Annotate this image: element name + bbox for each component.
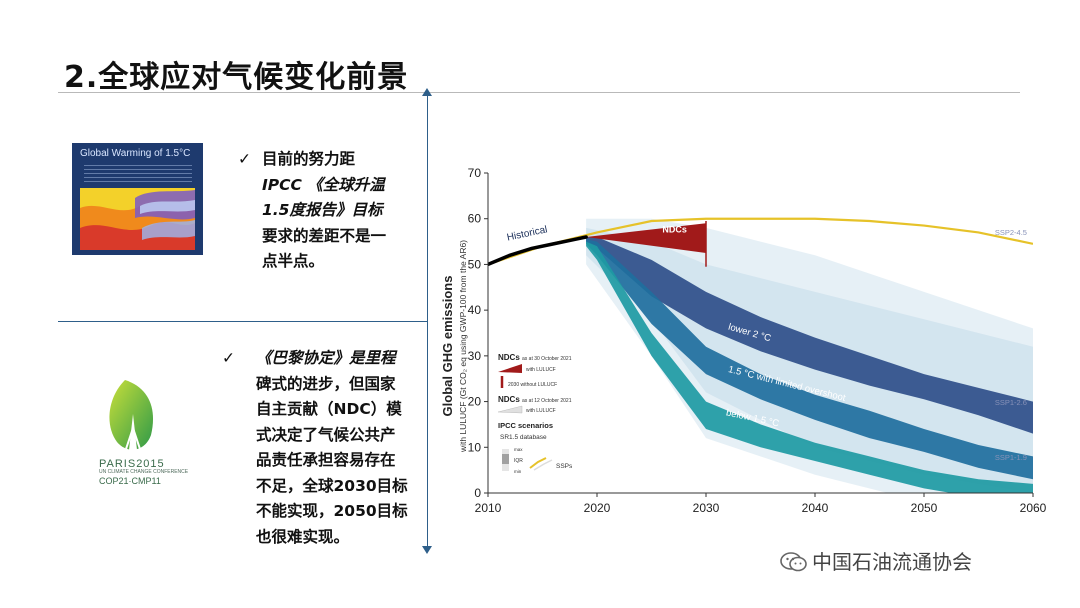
bullet-1-line-4: 要求的差距不是一 (262, 226, 387, 245)
paris-logo-subtitle: UN CLIMATE CHANGE CONFERENCE (99, 469, 189, 475)
bullet-2-line-6: 不足，全球2030目标 (256, 476, 408, 495)
bullet-1-line-2: IPCC 《全球升温 (262, 175, 385, 194)
bullet-2-line-3: 自主贡献（NDC）模 (256, 400, 402, 418)
legend-ipcc-sub: SR1.5 database (500, 434, 547, 441)
wechat-icon (780, 552, 807, 572)
ssp-label-ssp1-1-9: SSP1-1.9 (995, 453, 1027, 462)
pathway-band-1-5c-limited-overshoot (586, 239, 1033, 480)
pathway-band-below-1-5c (586, 241, 1033, 493)
y-tick-label: 20 (468, 395, 482, 409)
legend-ndc-date-2: as at 12 October 2021 (522, 398, 572, 404)
legend-with-lulucf-2: with LULUCF (526, 408, 556, 414)
legend-ssps-label: SSPs (556, 463, 573, 470)
bullet-1-line-1: 目前的努力距 (262, 150, 356, 168)
legend-ndc-date-1: as at 30 October 2021 (522, 356, 572, 362)
legend-min-label: min (514, 469, 522, 474)
legend-ndc-wedge-2-icon (497, 405, 523, 414)
legend-ipcc-header: IPCC scenarios (498, 421, 553, 430)
ipcc-report-cover: Global Warming of 1.5°C (72, 143, 203, 255)
legend-ndc-header-2: NDCs (498, 395, 520, 404)
x-tick-label: 2030 (693, 501, 720, 515)
divider-arrow-bottom (422, 546, 432, 554)
paris-logo-cop: COP21·CMP11 (99, 476, 161, 486)
y-axis-label: Global GHG emissions (440, 276, 455, 417)
y-tick-label: 40 (468, 303, 482, 317)
y-axis-sublabel: with LULUCF (Gt CO₂ eq using GWP-100 fro… (458, 240, 468, 453)
legend-ndc-header-1: NDCs (498, 353, 520, 362)
x-tick-label: 2020 (584, 501, 611, 515)
legend-range-icon (502, 449, 509, 471)
y-tick-label: 10 (468, 440, 482, 454)
y-tick-label: 50 (468, 257, 482, 271)
legend-without-lulucf: 2030 without LULUCF (508, 382, 557, 388)
divider-arrow-top (422, 88, 432, 96)
paris-2015-logo: PARIS2015 UN CLIMATE CHANGE CONFERENCE C… (95, 380, 205, 490)
y-tick-label: 70 (468, 166, 482, 180)
y-tick-label: 0 (474, 486, 481, 500)
pathway-band-lower-2c (586, 237, 1033, 434)
x-tick-label: 2010 (475, 501, 502, 515)
paris-logo-name: PARIS2015 (99, 458, 165, 470)
y-tick-label: 60 (468, 212, 482, 226)
x-tick-label: 2040 (802, 501, 829, 515)
bullet-2-line-1-text: 《巴黎协定》是里程 (256, 349, 396, 367)
horizontal-divider (58, 321, 427, 322)
legend-ssp-line-icon (529, 457, 547, 469)
bullet-2-line-8: 也很难实现。 (256, 527, 350, 546)
bullet-1-line-3: 1.5度报告》目标 (262, 201, 383, 219)
watermark-text: 中国石油流通协会 (812, 550, 972, 574)
bullet-2-line-5: 品责任承担容易存在 (256, 451, 396, 469)
bullet-2-line-1: 《巴黎协定》是里程 (256, 346, 446, 372)
chart-legend: NDCs as at 30 October 2021 with LULUCF 2… (494, 346, 588, 486)
report-cover-artwork (80, 188, 195, 250)
bullet-2-line-7: 不能实现，2050目标 (256, 502, 408, 520)
x-tick-label: 2050 (911, 501, 938, 515)
vertical-divider (427, 92, 428, 550)
x-tick-label: 2060 (1020, 501, 1047, 515)
ssp-label-ssp2-4-5: SSP2-4.5 (995, 228, 1027, 237)
slide-title: 2.全球应对气候变化前景 (64, 60, 409, 95)
report-cover-text-lines (84, 165, 192, 185)
bullet-2-line-2: 碑式的进步，但国家 (256, 374, 396, 393)
watermark: 中国石油流通协会 (780, 546, 972, 575)
historical-line (488, 235, 588, 267)
y-tick-label: 30 (468, 349, 482, 363)
legend-ssp-shade-icon (533, 459, 553, 471)
title-divider (58, 92, 1020, 93)
legend-max-label: max (514, 447, 523, 452)
leaf-eiffel-icon (109, 380, 154, 453)
report-cover-title: Global Warming of 1.5°C (80, 148, 191, 159)
ndc-label: NDCs (662, 224, 687, 234)
historical-label: Historical (506, 224, 549, 243)
legend-ndc-wedge-icon (498, 364, 522, 373)
ndc-wedge (586, 223, 706, 253)
bullet-2-line-4: 式决定了气候公共产 (256, 425, 396, 444)
legend-iqr-label: IQR (514, 458, 523, 464)
checkmark-icon: ✓ (222, 349, 235, 367)
legend-with-lulucf-1: with LULUCF (526, 367, 556, 373)
ssp-label-ssp1-2-6: SSP1-2.6 (995, 398, 1027, 407)
bullet-1-line-5: 点半点。 (262, 252, 325, 270)
checkmark-icon: ✓ (238, 150, 251, 168)
